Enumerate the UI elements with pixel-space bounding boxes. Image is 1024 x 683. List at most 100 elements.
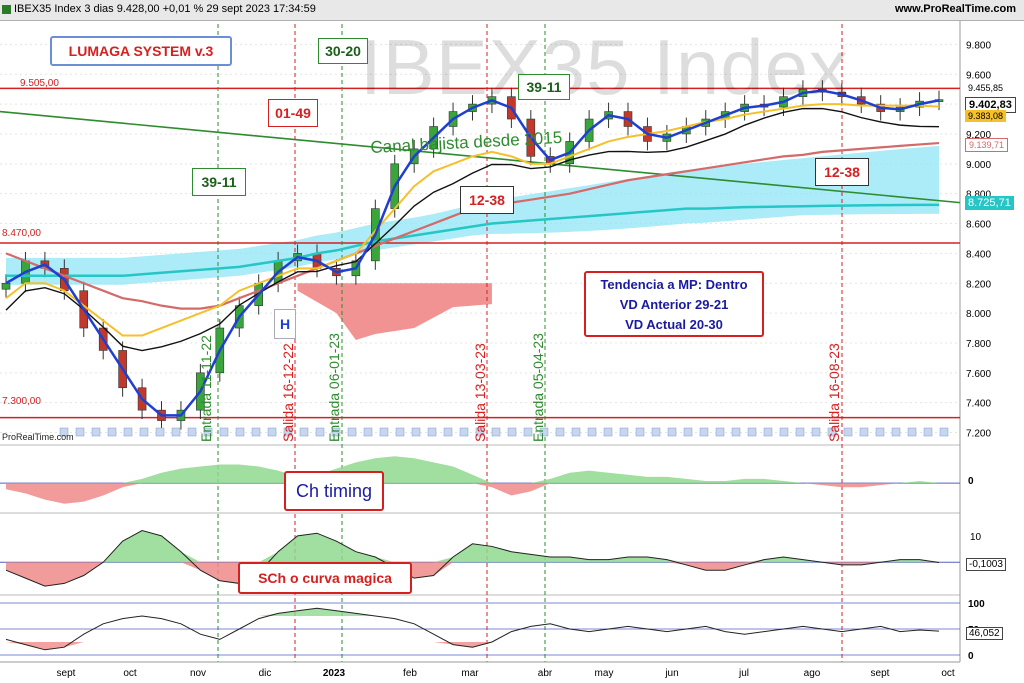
event-icon [59, 427, 69, 437]
ma-blue-line [5, 89, 940, 417]
panel1-zero-tag: 0 [968, 476, 974, 487]
chart-title: IBEX35 Index 3 dias 9.428,00 +0,01 % 29 … [14, 3, 316, 15]
signal-label-6: Salida 16-08-23 [826, 343, 842, 442]
trend-line-3: VD Actual 20-30 [625, 317, 723, 332]
panel3-line [5, 607, 940, 651]
event-icon [443, 427, 453, 437]
panel1-negative-area [6, 483, 939, 504]
y-tick-label: 9.600 [966, 70, 991, 81]
prorealtime-logo: ProRealTime.com [2, 432, 74, 442]
panel3-high-area [6, 608, 939, 616]
ch-timing-label: Ch timing [284, 471, 384, 511]
event-icon [91, 427, 101, 437]
ma-yellow-line [5, 103, 940, 337]
y-tick-label: 8.400 [966, 249, 991, 260]
signal-label-3: Entrada 06-01-23 [326, 333, 342, 442]
trend-info-box: Tendencia a MP: Dentro VD Anterior 29-21… [584, 271, 764, 337]
event-icon [731, 427, 741, 437]
panel3-value-tag: 46,052 [966, 627, 1003, 640]
event-icon [123, 427, 133, 437]
event-icon [75, 427, 85, 437]
chart-icon [2, 5, 11, 14]
event-icon [635, 427, 645, 437]
event-icon [235, 427, 245, 437]
panel3-tick: 0 [968, 651, 974, 662]
event-icon [187, 427, 197, 437]
event-icon [571, 427, 581, 437]
event-icon [859, 427, 869, 437]
ichimoku-cloud-red [297, 283, 492, 340]
event-icon [523, 427, 533, 437]
event-icon [347, 427, 357, 437]
event-icon [699, 427, 709, 437]
event-icon [779, 427, 789, 437]
signal-box-30-20: 30-20 [318, 38, 368, 64]
y-tick-label: 8.200 [966, 279, 991, 290]
signal-box-h: H [274, 309, 296, 339]
x-tick-label: 2023 [323, 668, 346, 679]
event-icon [427, 427, 437, 437]
y-tick-label: 7.800 [966, 339, 991, 350]
panel3-low-area [6, 642, 939, 650]
y-tick-label: 7.400 [966, 399, 991, 410]
price-tag-9139: 9.139,71 [965, 138, 1009, 152]
event-icon [795, 427, 805, 437]
x-tick-label: feb [403, 668, 417, 679]
trend-line-2: VD Anterior 29-21 [619, 297, 729, 312]
signal-label-2: Salida 16-12-22 [280, 343, 296, 442]
event-icon [939, 427, 949, 437]
event-icon [331, 427, 341, 437]
x-tick-label: mar [461, 668, 479, 679]
event-icon [843, 427, 853, 437]
event-icon [555, 427, 565, 437]
event-icon [587, 427, 597, 437]
event-icon [411, 427, 421, 437]
signal-label-4: Salida 13-03-23 [472, 343, 488, 442]
level-label-9505: 9.505,00 [20, 78, 59, 89]
panel2-positive-area [6, 530, 939, 563]
event-icon [811, 427, 821, 437]
event-icon [379, 427, 389, 437]
event-icon [475, 427, 485, 437]
event-icon [539, 427, 549, 437]
event-icon [315, 427, 325, 437]
event-icon [667, 427, 677, 437]
event-icon [155, 427, 165, 437]
y-tick-label: 9.000 [966, 160, 991, 171]
event-icon [651, 427, 661, 437]
x-tick-label: oct [941, 668, 955, 679]
signal-label-1: Entrada 11-11-22 [198, 335, 214, 442]
site-link[interactable]: www.ProRealTime.com [894, 3, 1016, 15]
ma-teal-line [6, 203, 939, 278]
panel1-positive-area [6, 456, 939, 484]
bearish-channel-line [0, 110, 961, 204]
x-tick-label: nov [190, 668, 206, 679]
x-tick-label: abr [538, 668, 553, 679]
panel2-tick: 10 [970, 532, 982, 543]
y-tick-label: 9.800 [966, 40, 991, 51]
signal-box-01-49: 01-49 [268, 99, 318, 127]
signal-box-12-38-a: 12-38 [460, 186, 514, 214]
signal-box-39-11-b: 39-11 [518, 74, 570, 100]
event-icon [491, 427, 501, 437]
event-icon [107, 427, 117, 437]
event-icon [923, 427, 933, 437]
x-tick-label: sept [871, 668, 890, 679]
x-tick-label: sept [57, 668, 76, 679]
signal-label-5: Entrada 05-04-23 [530, 333, 546, 442]
ma-black-line [5, 107, 940, 352]
event-icon [459, 427, 469, 437]
event-icon [891, 427, 901, 437]
sch-label: SCh o curva magica [238, 562, 412, 594]
event-icon [139, 427, 149, 437]
signal-box-12-38-b: 12-38 [815, 158, 869, 186]
event-icon [171, 427, 181, 437]
x-tick-label: oct [123, 668, 137, 679]
y-tick-label: 7.600 [966, 369, 991, 380]
event-icon [203, 427, 213, 437]
event-icon [763, 427, 773, 437]
panel2-line [5, 530, 940, 587]
watermark: IBEX35 Index [360, 23, 849, 111]
event-icon [747, 427, 757, 437]
y-tick-label: 8.600 [966, 220, 991, 231]
